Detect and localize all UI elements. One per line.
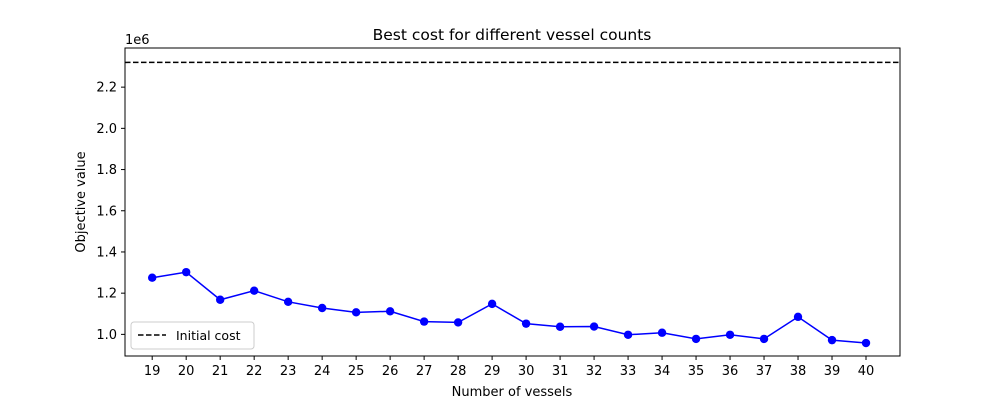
x-tick-label: 36 bbox=[722, 364, 739, 379]
x-tick-label: 22 bbox=[246, 364, 263, 379]
data-point bbox=[725, 330, 735, 339]
chart-title: Best cost for different vessel counts bbox=[373, 26, 652, 44]
x-tick-label: 19 bbox=[144, 364, 161, 379]
legend-box bbox=[130, 321, 255, 350]
data-point bbox=[521, 319, 531, 328]
x-tick-label: 38 bbox=[790, 364, 807, 379]
data-point bbox=[351, 308, 361, 317]
data-point bbox=[861, 338, 871, 348]
legend-label-initial-cost: Initial cost bbox=[176, 328, 241, 343]
y-axis-label: Objective value bbox=[74, 151, 89, 252]
data-point bbox=[487, 299, 497, 309]
y-tick-label: 2.2 bbox=[96, 81, 117, 96]
y-tick-label: 2.0 bbox=[96, 122, 117, 137]
y-tick-label: 1.6 bbox=[96, 204, 117, 219]
x-tick-label: 32 bbox=[586, 364, 603, 379]
x-tick-label: 35 bbox=[688, 364, 705, 379]
data-point bbox=[555, 322, 565, 331]
x-tick-label: 40 bbox=[858, 364, 875, 379]
data-point bbox=[589, 322, 599, 331]
legend: Initial cost bbox=[130, 321, 255, 350]
data-point bbox=[317, 303, 327, 313]
data-point bbox=[215, 295, 225, 304]
x-tick-label: 33 bbox=[620, 364, 637, 379]
data-point bbox=[691, 334, 701, 344]
x-tick-label: 27 bbox=[416, 364, 433, 379]
data-point bbox=[385, 307, 395, 316]
x-tick-label: 20 bbox=[178, 364, 195, 379]
data-point bbox=[419, 317, 429, 326]
data-point bbox=[147, 273, 157, 282]
y-tick-label: 1.0 bbox=[96, 328, 117, 343]
x-tick-label: 31 bbox=[552, 364, 569, 379]
data-point bbox=[657, 328, 667, 337]
x-tick-label: 21 bbox=[212, 364, 229, 379]
data-point bbox=[623, 330, 633, 339]
plot-area bbox=[125, 48, 900, 356]
plot-frame bbox=[124, 47, 901, 357]
data-point bbox=[283, 297, 293, 307]
data-point bbox=[827, 335, 837, 345]
x-tick-label: 28 bbox=[450, 364, 467, 379]
data-point bbox=[249, 286, 259, 295]
y-tick-label: 1.4 bbox=[96, 245, 117, 260]
y-tick-label: 1.8 bbox=[96, 163, 117, 178]
x-tick-label: 34 bbox=[654, 364, 671, 379]
data-point bbox=[793, 312, 803, 322]
x-tick-label: 30 bbox=[518, 364, 535, 379]
data-point bbox=[181, 267, 191, 277]
x-tick-label: 37 bbox=[756, 364, 773, 379]
data-point bbox=[759, 334, 769, 344]
x-tick-label: 23 bbox=[280, 364, 297, 379]
data-point bbox=[453, 318, 463, 327]
x-tick-label: 24 bbox=[314, 364, 331, 379]
x-tick-label: 39 bbox=[824, 364, 841, 379]
y-offset-label: 1e6 bbox=[125, 33, 150, 48]
x-tick-label: 29 bbox=[484, 364, 501, 379]
x-tick-label: 25 bbox=[348, 364, 365, 379]
x-axis-label: Number of vessels bbox=[452, 385, 573, 400]
x-tick-label: 26 bbox=[382, 364, 399, 379]
series-line bbox=[152, 271, 867, 344]
y-tick-label: 1.2 bbox=[96, 287, 117, 302]
